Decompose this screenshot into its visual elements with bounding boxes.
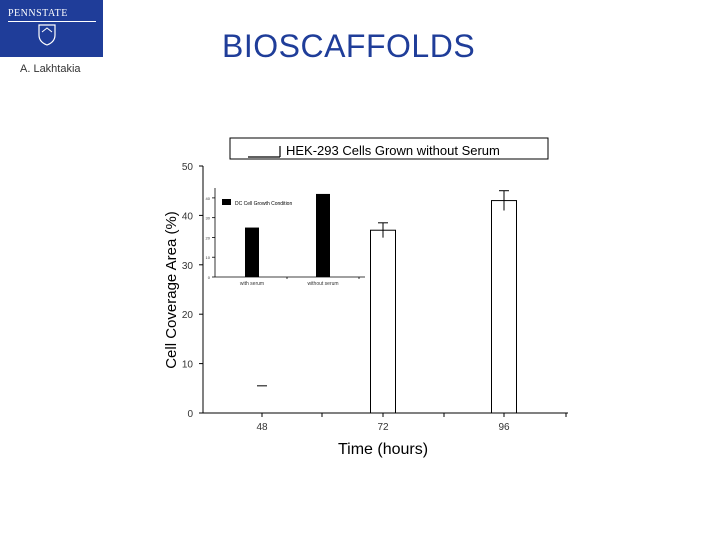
inset-x-tick-label: without serum bbox=[307, 281, 338, 287]
chart-title: HEK-293 Cells Grown without Serum bbox=[286, 143, 500, 158]
y-tick-label: 50 bbox=[182, 162, 194, 173]
inset-y-tick-label: 40 bbox=[206, 196, 211, 201]
logo-rule bbox=[8, 21, 96, 22]
chart-title-box bbox=[229, 137, 549, 160]
bar bbox=[491, 200, 517, 414]
bar bbox=[370, 229, 396, 414]
y-tick-label: 10 bbox=[182, 360, 194, 371]
logo-wordmark: PENNSTATE bbox=[8, 8, 68, 19]
x-tick-label: 96 bbox=[498, 422, 510, 433]
pennstate-logo: PENNSTATE bbox=[0, 0, 103, 57]
inset-y-tick-label: 0 bbox=[208, 275, 211, 280]
y-tick-label: 0 bbox=[187, 409, 193, 420]
inset-bar bbox=[245, 227, 259, 277]
y-tick-label: 20 bbox=[182, 310, 194, 321]
inset-y-tick-label: 10 bbox=[206, 255, 211, 260]
inset-legend-label: DC Cell Growth Condition bbox=[235, 201, 292, 207]
x-tick-label: 72 bbox=[377, 422, 389, 433]
x-axis-label: Time (hours) bbox=[338, 441, 428, 458]
inset-bar bbox=[316, 193, 330, 277]
y-axis-label: Cell Coverage Area (%) bbox=[163, 211, 180, 369]
inset-legend-swatch bbox=[222, 199, 231, 205]
y-tick-label: 30 bbox=[182, 261, 194, 272]
inset-y-tick-label: 30 bbox=[206, 216, 211, 221]
inset-y-tick-label: 20 bbox=[206, 235, 211, 240]
y-tick-label: 40 bbox=[182, 211, 194, 222]
inset-x-tick-label: with serum bbox=[240, 281, 264, 287]
author-name: A. Lakhtakia bbox=[20, 63, 81, 75]
shield-icon bbox=[38, 24, 56, 46]
x-tick-label: 48 bbox=[256, 422, 268, 433]
slide-title: BIOSCAFFOLDS bbox=[222, 28, 476, 64]
